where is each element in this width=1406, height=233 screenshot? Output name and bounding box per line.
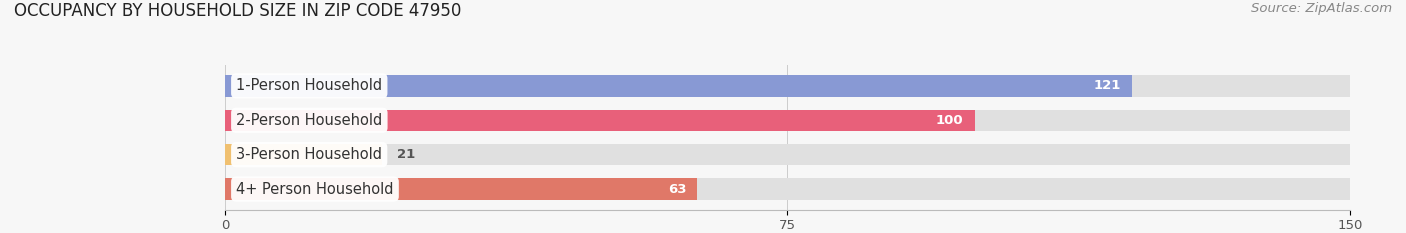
Bar [225,144,1350,165]
Text: 21: 21 [398,148,416,161]
Text: OCCUPANCY BY HOUSEHOLD SIZE IN ZIP CODE 47950: OCCUPANCY BY HOUSEHOLD SIZE IN ZIP CODE … [14,2,461,20]
Text: 63: 63 [668,183,686,195]
Bar [225,144,382,165]
Text: 100: 100 [936,114,963,127]
Text: 4+ Person Household: 4+ Person Household [236,182,394,197]
Text: Source: ZipAtlas.com: Source: ZipAtlas.com [1251,2,1392,15]
Bar [225,178,1350,200]
Bar [225,75,1132,96]
Bar [225,110,1350,131]
Text: 1-Person Household: 1-Person Household [236,78,382,93]
Text: 3-Person Household: 3-Person Household [236,147,382,162]
Bar [225,178,697,200]
Text: 2-Person Household: 2-Person Household [236,113,382,128]
Bar [225,75,1350,96]
Bar [225,110,974,131]
Text: 121: 121 [1094,79,1121,92]
